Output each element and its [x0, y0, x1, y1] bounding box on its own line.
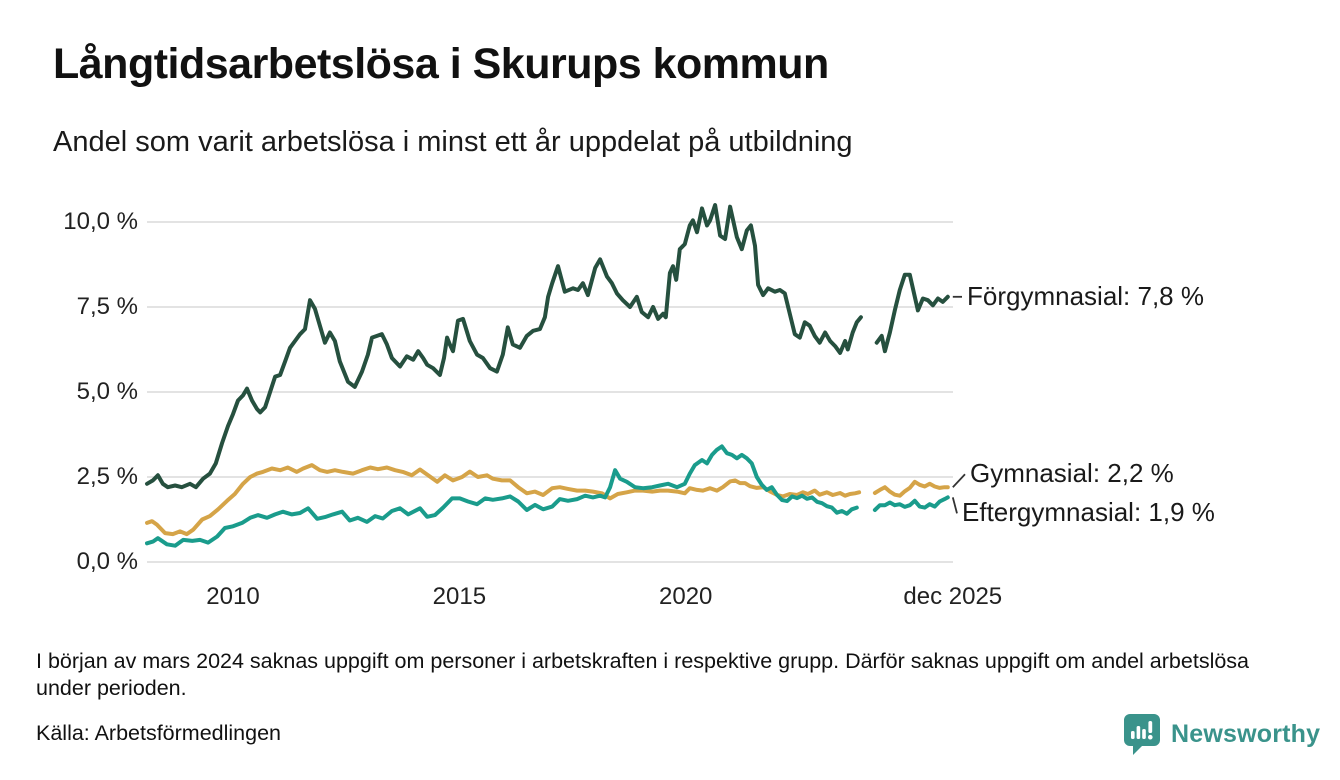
footnote: I början av mars 2024 saknas uppgift om …: [36, 649, 1250, 700]
source-label: Källa: Arbetsförmedlingen: [36, 721, 282, 745]
series-line-eftergymnasial: [145, 444, 859, 548]
y-axis-tick-label: 10,0 %: [63, 208, 138, 235]
y-axis-tick-label: 2,5 %: [76, 463, 138, 490]
newsworthy-logo: Newsworthy: [1122, 712, 1320, 756]
speech-bubble-bar-chart-icon: [1124, 714, 1160, 755]
series-line-förgymnasial: [145, 203, 863, 490]
y-axis-tick-label: 5,0 %: [76, 378, 138, 405]
series-line-gymnasial: [872, 479, 950, 498]
x-axis-tick-label: 2010: [206, 583, 260, 610]
series-end-label-eftergymnasial: Eftergymnasial: 1,9 %: [962, 497, 1215, 528]
chart-subtitle: Andel som varit arbetslösa i minst ett å…: [53, 126, 853, 158]
series-line-eftergymnasial: [872, 495, 950, 512]
y-axis-tick-label: 7,5 %: [76, 293, 138, 320]
newsworthy-wordmark: Newsworthy: [1171, 719, 1321, 748]
y-axis-tick-label: 0,0 %: [76, 548, 138, 575]
series-end-label-gymnasial: Gymnasial: 2,2 %: [970, 458, 1174, 489]
chart-title: Långtidsarbetslösa i Skurups kommun: [53, 40, 829, 88]
x-axis-tick-label: 2015: [432, 583, 487, 610]
series-line-förgymnasial: [874, 272, 950, 354]
end-label-leader-line: [951, 497, 958, 514]
x-axis-tick-label: dec 2025: [903, 583, 1003, 610]
series-end-label-förgymnasial: Förgymnasial: 7,8 %: [967, 280, 1204, 311]
x-axis-tick-label: 2020: [658, 583, 713, 610]
end-label-leader-line: [952, 473, 966, 488]
